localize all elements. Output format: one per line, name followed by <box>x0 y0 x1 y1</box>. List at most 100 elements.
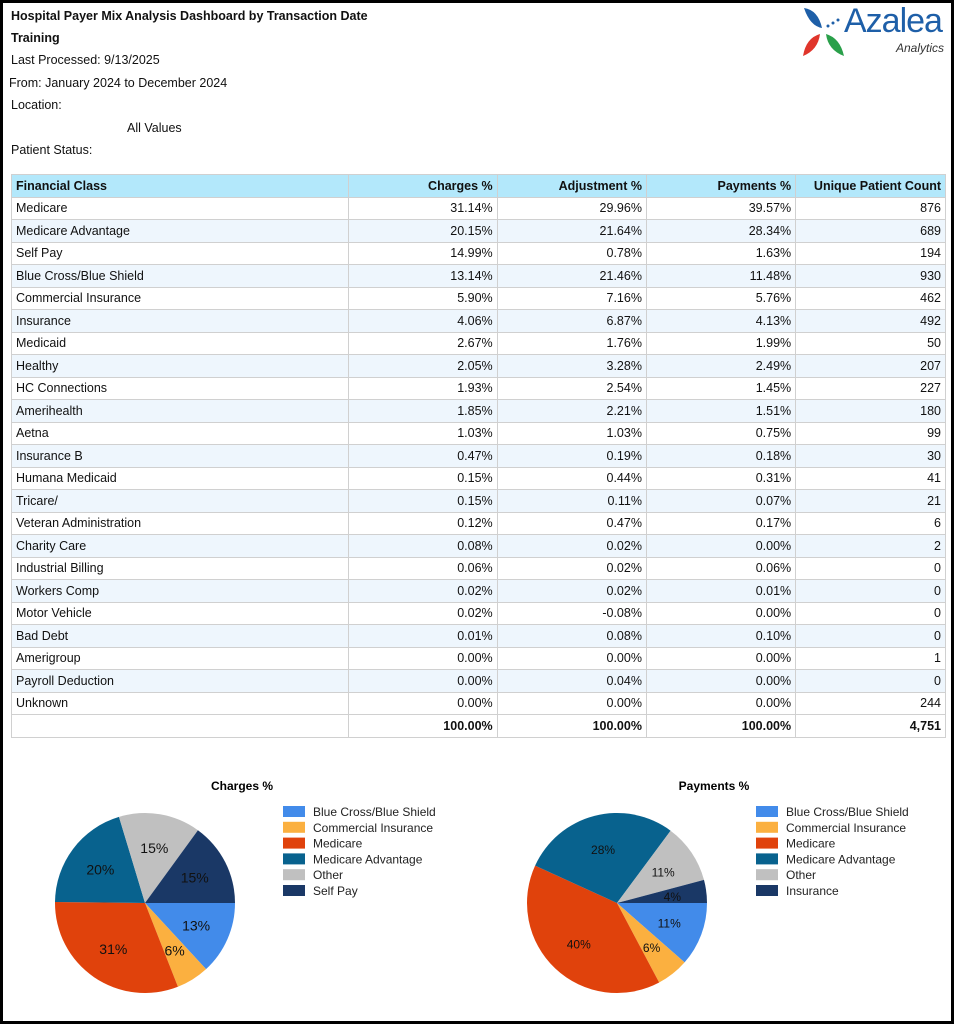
column-header[interactable]: Unique Patient Count <box>795 174 946 198</box>
financial-class-cell: Amerihealth <box>11 399 349 423</box>
cell-value: 4.13% <box>645 309 797 333</box>
cell-value: 99 <box>795 421 946 445</box>
slice-label: 15% <box>140 840 168 856</box>
cell-value: 0.44% <box>496 466 647 490</box>
legend-swatch <box>756 885 778 896</box>
legend-swatch <box>756 821 778 833</box>
legend-swatch <box>283 853 305 865</box>
cell-value: 0.00% <box>347 646 498 670</box>
cell-value: 0.08% <box>496 624 647 648</box>
cell-value: 0.00% <box>645 691 797 715</box>
financial-class-cell: Workers Comp <box>11 579 349 603</box>
column-header[interactable]: Adjustment % <box>496 174 647 198</box>
cell-value: 0.00% <box>347 669 498 693</box>
slice-label: 4% <box>664 890 682 904</box>
pie-slice[interactable] <box>145 903 207 987</box>
cell-value: 11.48% <box>645 264 797 288</box>
pie-slice[interactable] <box>535 813 671 903</box>
cell-value: 4.06% <box>347 309 498 333</box>
financial-class-cell: Blue Cross/Blue Shield <box>11 264 349 288</box>
column-header[interactable]: Financial Class <box>11 174 349 198</box>
cell-value: 1.93% <box>347 376 498 400</box>
table-row: Commercial Insurance 5.90% 7.16% 5.76% 462 <box>11 286 946 310</box>
table-row: Workers Comp 0.02% 0.02% 0.01% 0 <box>11 579 946 603</box>
cell-value: 41 <box>795 466 946 490</box>
cell-value: 5.76% <box>645 286 797 310</box>
pie-slice[interactable] <box>145 830 235 903</box>
location-value: All Values <box>127 121 182 135</box>
financial-class-cell: Humana Medicaid <box>11 466 349 490</box>
pie-slice[interactable] <box>617 903 685 983</box>
cell-value: 0.01% <box>645 579 797 603</box>
cell-value: 689 <box>795 219 946 243</box>
cell-value: 0.11% <box>496 489 647 513</box>
pie-slice[interactable] <box>617 903 707 963</box>
financial-class-cell: Industrial Billing <box>11 556 349 580</box>
financial-class-cell: Medicaid <box>11 331 349 355</box>
legend-label: Medicare <box>786 837 836 851</box>
cell-value: 0 <box>795 579 946 603</box>
cell-value: 21.46% <box>496 264 647 288</box>
financial-class-cell: Charity Care <box>11 534 349 558</box>
legend-label: Commercial Insurance <box>786 821 906 835</box>
column-header[interactable]: Charges % <box>347 174 498 198</box>
cell-value: 30 <box>795 444 946 468</box>
table-row: Industrial Billing 0.06% 0.02% 0.06% 0 <box>11 556 946 580</box>
logo-name: Azalea <box>844 2 943 40</box>
total-cell: 100.00% <box>645 714 797 738</box>
table-row: Blue Cross/Blue Shield 13.14% 21.46% 11.48%… <box>11 264 946 288</box>
column-header[interactable]: Payments % <box>645 174 797 198</box>
payer-mix-table: Financial Class Charges % Adjustment % Paym… <box>11 174 946 738</box>
report-title: Hospital Payer Mix Analysis Dashboard by… <box>11 9 368 23</box>
table-row: Aetna 1.03% 1.03% 0.75% 99 <box>11 421 946 445</box>
cell-value: 21 <box>795 489 946 513</box>
financial-class-cell: Amerigroup <box>11 646 349 670</box>
table-row: Humana Medicaid 0.15% 0.44% 0.31% 41 <box>11 466 946 490</box>
cell-value: 5.90% <box>347 286 498 310</box>
slice-label: 20% <box>86 861 114 877</box>
table-row: Medicare 31.14% 29.96% 39.57% 876 <box>11 196 946 220</box>
pie-slice[interactable] <box>527 865 660 993</box>
pie-slice[interactable] <box>55 816 146 903</box>
financial-class-cell: Veteran Administration <box>11 511 349 535</box>
cell-value: 0.00% <box>496 691 647 715</box>
pie-slice[interactable] <box>617 830 704 903</box>
financial-class-cell: Unknown <box>11 691 349 715</box>
legend-label: Medicare <box>313 837 363 851</box>
cell-value: 227 <box>795 376 946 400</box>
pie-slice[interactable] <box>617 879 707 903</box>
cell-value: 0.08% <box>347 534 498 558</box>
cell-value: 0.06% <box>645 556 797 580</box>
legend-label: Insurance <box>786 884 839 898</box>
legend-label: Self Pay <box>313 884 358 898</box>
total-cell: 100.00% <box>496 714 647 738</box>
cell-value: 13.14% <box>347 264 498 288</box>
cell-value: 0.15% <box>347 489 498 513</box>
total-cell: 100.00% <box>347 714 498 738</box>
total-row: 100.00% 100.00% 100.00% 4,751 <box>11 714 946 738</box>
table-row: Medicaid 2.67% 1.76% 1.99% 50 <box>11 331 946 355</box>
cell-value: 0.17% <box>645 511 797 535</box>
table-row: Charity Care 0.08% 0.02% 0.00% 2 <box>11 534 946 558</box>
table-row: Bad Debt 0.01% 0.08% 0.10% 0 <box>11 624 946 648</box>
total-cell: 4,751 <box>795 714 946 738</box>
pie-slice[interactable] <box>145 903 235 970</box>
cell-value: 2 <box>795 534 946 558</box>
pie-title: Payments % <box>679 779 750 793</box>
pie-charts: Charges % 13% Blue Cross/Blue Shield 6% Comm… <box>55 779 909 993</box>
azalea-flower-icon <box>803 8 844 56</box>
pie-slice[interactable] <box>118 813 198 903</box>
cell-value: 0 <box>795 556 946 580</box>
legend-label: Commercial Insurance <box>313 821 433 835</box>
pie-slice[interactable] <box>55 901 178 993</box>
cell-value: 0.00% <box>645 669 797 693</box>
financial-class-cell: Motor Vehicle <box>11 601 349 625</box>
legend-label: Other <box>786 868 816 882</box>
cell-value: 20.15% <box>347 219 498 243</box>
cell-value: 1.03% <box>347 421 498 445</box>
table-row: Motor Vehicle 0.02% -0.08% 0.00% 0 <box>11 601 946 625</box>
financial-class-cell: Self Pay <box>11 241 349 265</box>
table-row: Insurance B 0.47% 0.19% 0.18% 30 <box>11 444 946 468</box>
legend-swatch <box>756 853 778 865</box>
